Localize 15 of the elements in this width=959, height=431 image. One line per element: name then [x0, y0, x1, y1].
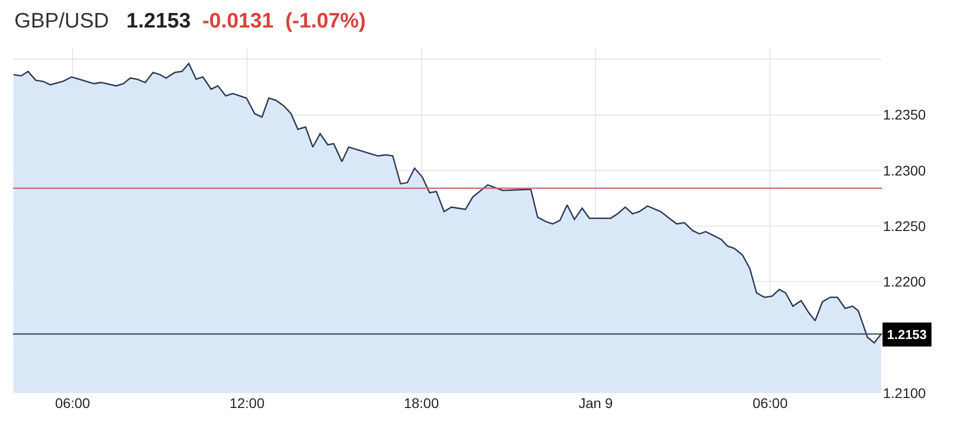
x-tick-label: 12:00 [229, 395, 265, 411]
chart-title: GBP/USD [14, 10, 109, 33]
y-tick-label: 1.2300 [883, 162, 926, 178]
text: 1.2153 [126, 10, 191, 33]
ref-line-label: 1.2153 [887, 327, 927, 342]
text: (-1.07%) [285, 10, 366, 33]
y-tick-label: 1.2100 [883, 384, 926, 401]
y-tick-label: 1.2250 [883, 218, 926, 234]
x-tick-label: Jan 9 [578, 395, 614, 411]
x-tick-label: 18:00 [404, 395, 440, 411]
y-tick-label: 1.2350 [883, 106, 926, 123]
text: -0.0131 [202, 10, 274, 33]
y-tick-label: 1.2200 [883, 274, 926, 290]
x-tick-label: 06:00 [55, 395, 90, 411]
x-tick-label: 06:00 [752, 395, 788, 411]
